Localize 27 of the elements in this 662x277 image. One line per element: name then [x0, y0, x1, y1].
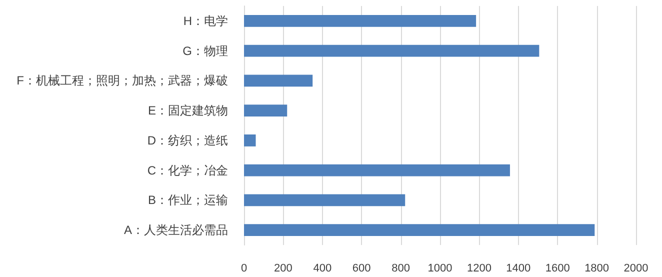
x-tick-label: 1800	[584, 262, 610, 274]
x-tick-label: 600	[352, 262, 371, 274]
y-tick-label: G：物理	[182, 44, 228, 58]
x-tick-label: 1000	[428, 262, 452, 274]
bar	[244, 224, 595, 236]
x-tick-label: 1200	[466, 262, 492, 274]
x-tick-label: 2000	[624, 262, 648, 274]
y-tick-label: B：作业；运输	[148, 193, 228, 208]
bar	[244, 14, 476, 27]
y-tick-label: H：电学	[183, 14, 228, 28]
bar	[244, 74, 313, 87]
x-tick-label: 1600	[545, 262, 570, 274]
y-tick-label: C：化学；冶金	[147, 163, 228, 178]
bar	[244, 44, 540, 57]
y-tick-label: E：固定建筑物	[148, 104, 228, 118]
x-tick-label: 200	[274, 262, 292, 274]
x-tick-label: 0	[240, 262, 248, 274]
y-tick-label: F：机械工程；照明；加热；武器；爆破	[16, 74, 228, 88]
x-tick-label: 800	[392, 262, 410, 274]
x-tick-label: 1400	[506, 262, 531, 274]
y-tick-label: D：纺织；造纸	[147, 133, 228, 148]
y-tick-label: A：人类生活必需品	[124, 223, 228, 238]
bar	[244, 194, 406, 206]
bar	[244, 134, 256, 146]
bar	[244, 164, 510, 176]
bar	[244, 104, 288, 117]
x-tick-label: 400	[313, 262, 332, 274]
